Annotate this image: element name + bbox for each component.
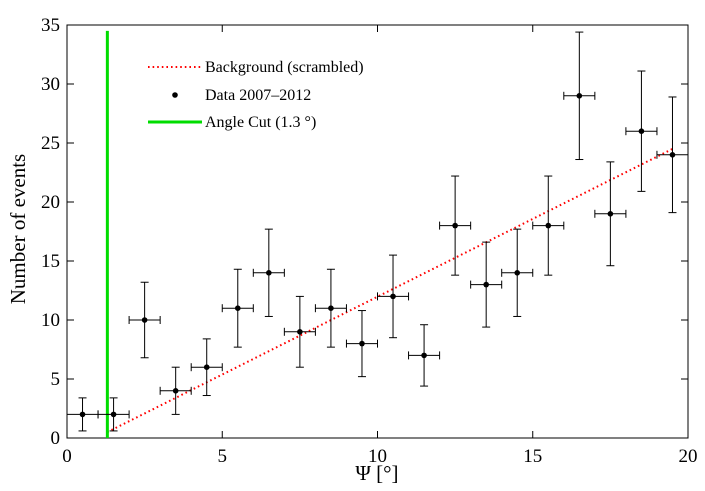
data-marker bbox=[266, 270, 272, 276]
plot-frame bbox=[66, 24, 689, 439]
x-tick-label: 0 bbox=[62, 446, 72, 467]
data-marker bbox=[483, 281, 489, 288]
y-tick-label: 30 bbox=[41, 74, 60, 95]
data-point bbox=[97, 397, 130, 432]
plot-area-border bbox=[66, 24, 689, 439]
legend-label-data: Data 2007–2012 bbox=[205, 87, 311, 104]
legend-label-angle-cut: Angle Cut (1.3 °) bbox=[205, 114, 316, 131]
data-point bbox=[283, 295, 316, 368]
data-marker bbox=[576, 93, 583, 99]
data-point bbox=[594, 161, 627, 267]
data-marker bbox=[172, 388, 179, 394]
data-point bbox=[501, 228, 534, 317]
y-tick-label: 35 bbox=[41, 15, 60, 36]
y-axis-title: Number of events bbox=[6, 154, 30, 304]
data-point bbox=[470, 241, 503, 328]
data-point bbox=[190, 338, 223, 397]
y-tick-label: 25 bbox=[41, 133, 60, 154]
data-marker bbox=[638, 128, 645, 134]
data-point bbox=[377, 254, 410, 339]
y-tick-label: 5 bbox=[51, 369, 61, 390]
data-point bbox=[408, 324, 441, 387]
x-tick-label: 20 bbox=[679, 446, 698, 467]
data-point bbox=[252, 228, 285, 317]
data-points-layer bbox=[66, 31, 689, 432]
data-point bbox=[221, 268, 254, 348]
data-marker bbox=[328, 305, 334, 312]
data-marker bbox=[421, 352, 427, 359]
data-point bbox=[563, 31, 596, 161]
background-series-layer bbox=[106, 148, 673, 433]
data-marker bbox=[203, 364, 210, 371]
y-tick-label: 10 bbox=[41, 310, 60, 331]
y-tick-label: 0 bbox=[51, 428, 61, 449]
data-marker bbox=[110, 411, 117, 418]
data-marker bbox=[141, 317, 148, 323]
data-point bbox=[345, 310, 378, 378]
data-point bbox=[314, 268, 347, 348]
data-point bbox=[66, 397, 99, 432]
background-line bbox=[106, 148, 673, 433]
data-point bbox=[439, 175, 472, 276]
axis-ticks-layer: 0 5 10 15 20 0 5 10 15 20 25 30 35 bbox=[41, 15, 698, 467]
data-marker bbox=[545, 222, 552, 229]
legend-data-marker bbox=[172, 92, 178, 98]
data-marker bbox=[390, 293, 396, 300]
data-point bbox=[128, 281, 161, 359]
x-tick-label: 5 bbox=[218, 446, 228, 467]
y-tick-label: 20 bbox=[41, 192, 60, 213]
legend-label-background: Background (scrambled) bbox=[205, 59, 364, 76]
data-marker bbox=[514, 270, 521, 276]
data-marker bbox=[297, 329, 303, 335]
data-point bbox=[625, 70, 658, 192]
data-point bbox=[159, 366, 192, 415]
data-marker bbox=[669, 152, 676, 158]
x-axis-title: Ψ [°] bbox=[355, 461, 398, 485]
legend: Background (scrambled) Data 2007–2012 An… bbox=[148, 59, 364, 131]
x-tick-label: 10 bbox=[368, 446, 387, 467]
x-tick-label: 15 bbox=[523, 446, 542, 467]
data-marker bbox=[79, 411, 86, 418]
data-marker bbox=[452, 222, 458, 229]
data-point bbox=[532, 175, 565, 276]
data-marker bbox=[359, 340, 365, 347]
data-point bbox=[656, 96, 689, 214]
data-marker bbox=[234, 305, 241, 312]
y-tick-label: 15 bbox=[41, 251, 60, 272]
data-marker bbox=[607, 211, 614, 217]
